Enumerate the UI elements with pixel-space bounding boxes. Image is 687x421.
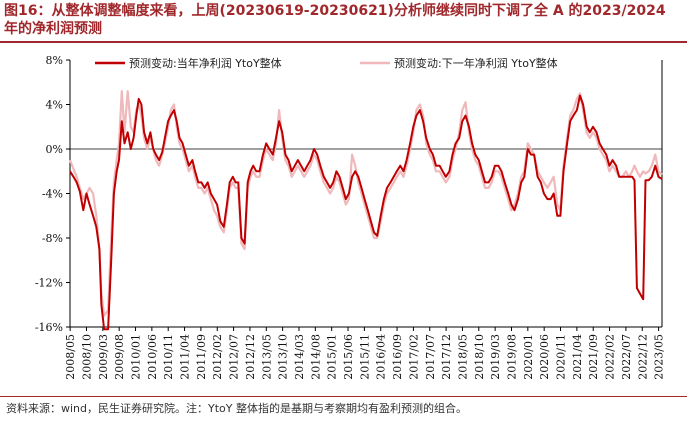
x-tick-label: 2022/02 <box>604 334 617 380</box>
x-tick-label: 2019/08 <box>505 334 518 380</box>
x-tick-label: 2020/01 <box>522 334 535 380</box>
x-tick-label: 2015/06 <box>342 334 355 380</box>
x-tick-label: 2009/08 <box>113 334 126 380</box>
x-tick-label: 2013/05 <box>260 334 273 380</box>
x-tick-label: 2017/12 <box>440 334 453 380</box>
x-tick-label: 2010/01 <box>130 334 143 380</box>
legend-label-next-year: 预测变动:下一年净利润 YtoY整体 <box>394 56 558 70</box>
y-tick-label: -4% <box>42 188 63 201</box>
x-tick-label: 2022/07 <box>620 334 633 380</box>
x-tick-label: 2010/06 <box>146 334 159 380</box>
x-tick-label: 2020/06 <box>538 334 551 380</box>
source-note: 资料来源：wind，民生证券研究院。注：YtoY 整体指的是基期与考察期均有盈利… <box>6 402 467 415</box>
x-tick-label: 2018/10 <box>473 334 486 380</box>
x-tick-label: 2012/07 <box>228 334 241 380</box>
chart-series <box>68 90 663 331</box>
x-tick-label: 2018/05 <box>456 334 469 380</box>
x-tick-label: 2014/08 <box>309 334 322 380</box>
chart-title: 图16：从整体调整幅度来看，上周(20230619-20230621)分析师继续… <box>4 3 666 37</box>
x-tick-label: 2011/04 <box>179 334 192 380</box>
y-tick-label: 4% <box>46 99 63 112</box>
footer-divider <box>0 396 687 397</box>
x-tick-label: 2012/02 <box>211 334 224 380</box>
x-tick-label: 2011/09 <box>195 334 208 380</box>
x-tick-label: 2016/04 <box>375 334 388 380</box>
x-tick-label: 2008/05 <box>64 334 77 380</box>
x-tick-label: 2022/12 <box>636 334 649 380</box>
x-tick-label: 2023/05 <box>653 334 666 380</box>
title-divider <box>0 41 687 43</box>
x-tick-label: 2015/11 <box>358 334 371 380</box>
x-tick-label: 2017/07 <box>424 334 437 380</box>
x-tick-label: 2013/10 <box>277 334 290 380</box>
x-tick-label: 2009/03 <box>97 334 110 380</box>
y-tick-label: -8% <box>42 232 63 245</box>
x-tick-label: 2021/04 <box>571 334 584 380</box>
chart-axes: 8% 4% 0% -4% -8% -12% -16%2008/05 2008/10 2009/0… <box>35 54 666 380</box>
chart-legend: 预测变动:当年净利润 YtoY整体 预测变动:下一年净利润 YtoY整体 <box>95 56 558 70</box>
x-tick-label: 2021/09 <box>587 334 600 380</box>
x-tick-label: 2008/10 <box>80 334 93 380</box>
legend-label-current-year: 预测变动:当年净利润 YtoY整体 <box>129 56 282 70</box>
x-tick-label: 2010/11 <box>162 334 175 380</box>
x-tick-label: 2012/12 <box>244 334 257 380</box>
x-tick-label: 2020/11 <box>555 334 568 380</box>
x-tick-label: 2019/03 <box>489 334 502 380</box>
x-tick-label: 2014/03 <box>293 334 306 380</box>
x-tick-label: 2016/09 <box>391 334 404 380</box>
y-tick-label: 0% <box>46 143 63 156</box>
line-chart: 8% 4% 0% -4% -8% -12% -16%2008/05 2008/10 2009/0… <box>35 54 666 380</box>
y-tick-label: -16% <box>35 321 63 334</box>
x-tick-label: 2017/02 <box>407 334 420 380</box>
x-tick-label: 2015/01 <box>326 334 339 380</box>
series-line-current-year <box>69 94 663 331</box>
y-tick-label: -12% <box>35 277 63 290</box>
y-tick-label: 8% <box>46 54 63 67</box>
